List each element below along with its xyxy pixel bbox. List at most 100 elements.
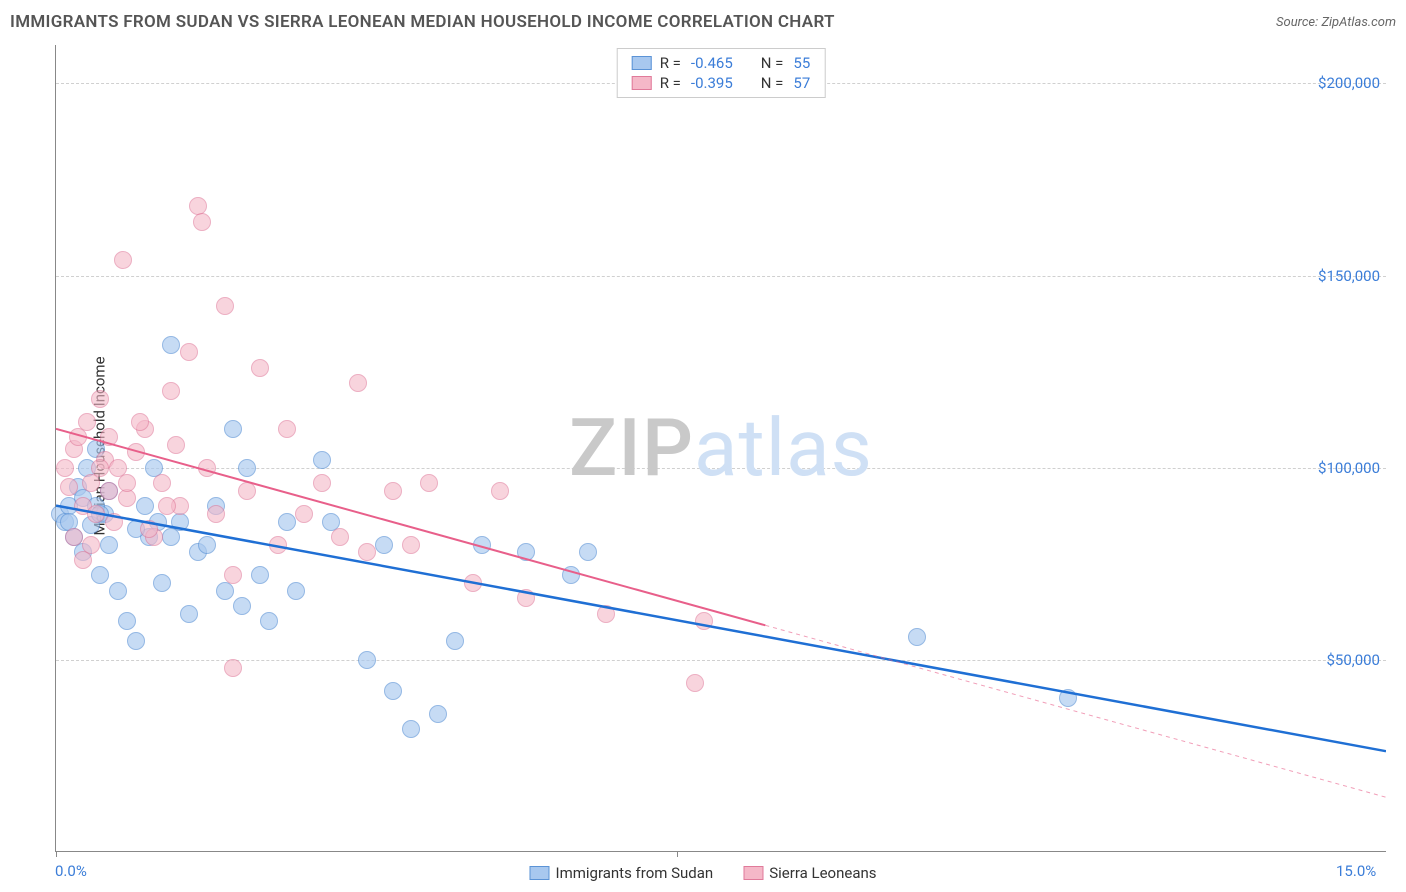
scatter-point <box>313 474 331 492</box>
y-tick-label: $200,000 <box>1318 74 1380 92</box>
scatter-point <box>198 536 216 554</box>
x-tick-label: 15.0% <box>1336 862 1376 880</box>
scatter-point <box>65 528 83 546</box>
scatter-point <box>180 605 198 623</box>
scatter-point <box>207 505 225 523</box>
correlation-legend-row: R = -0.465 N = 55 <box>632 53 811 73</box>
chart-header: IMMIGRANTS FROM SUDAN VS SIERRA LEONEAN … <box>10 8 1396 36</box>
scatter-point <box>313 451 331 469</box>
scatter-point <box>446 632 464 650</box>
scatter-point <box>579 543 597 561</box>
correlation-legend-row: R = -0.395 N = 57 <box>632 73 811 93</box>
scatter-point <box>131 413 149 431</box>
scatter-point <box>56 459 74 477</box>
scatter-point <box>597 605 615 623</box>
x-tick-label: 0.0% <box>55 862 87 880</box>
scatter-point <box>118 612 136 630</box>
scatter-point <box>158 497 176 515</box>
scatter-point <box>295 505 313 523</box>
scatter-point <box>127 443 145 461</box>
scatter-point <box>193 213 211 231</box>
scatter-point <box>87 505 105 523</box>
scatter-point <box>238 482 256 500</box>
x-tick-mark <box>56 851 57 857</box>
scatter-point <box>224 659 242 677</box>
series-label: Sierra Leoneans <box>769 864 876 882</box>
scatter-point <box>91 390 109 408</box>
scatter-point <box>278 420 296 438</box>
scatter-point <box>464 574 482 592</box>
series-legend-item: Sierra Leoneans <box>743 864 876 882</box>
scatter-point <box>473 536 491 554</box>
y-tick-label: $50,000 <box>1326 651 1380 669</box>
series-swatch <box>529 866 549 880</box>
scatter-point <box>60 478 78 496</box>
scatter-point <box>349 374 367 392</box>
scatter-point <box>358 651 376 669</box>
scatter-point <box>269 536 287 554</box>
scatter-point <box>384 682 402 700</box>
scatter-point <box>224 420 242 438</box>
scatter-point <box>180 343 198 361</box>
scatter-point <box>375 536 393 554</box>
scatter-point <box>162 336 180 354</box>
scatter-point <box>100 536 118 554</box>
scatter-point <box>216 582 234 600</box>
scatter-point <box>358 543 376 561</box>
series-legend: Immigrants from Sudan Sierra Leoneans <box>529 864 876 882</box>
scatter-point <box>1059 689 1077 707</box>
scatter-point <box>287 582 305 600</box>
scatter-point <box>109 582 127 600</box>
scatter-point <box>78 413 96 431</box>
scatter-point <box>114 251 132 269</box>
scatter-point <box>695 612 713 630</box>
x-tick-mark <box>677 851 678 857</box>
scatter-point <box>100 428 118 446</box>
series-swatch <box>632 56 652 70</box>
scatter-point <box>198 459 216 477</box>
scatter-point <box>91 566 109 584</box>
scatter-point <box>251 359 269 377</box>
scatter-point <box>216 297 234 315</box>
scatter-point <box>105 513 123 531</box>
scatter-point <box>224 566 242 584</box>
series-swatch <box>632 76 652 90</box>
series-legend-item: Immigrants from Sudan <box>529 864 713 882</box>
scatter-point <box>562 566 580 584</box>
scatter-point <box>100 482 118 500</box>
scatter-point <box>491 482 509 500</box>
scatter-point <box>127 632 145 650</box>
scatter-point <box>233 597 251 615</box>
scatter-point <box>167 436 185 454</box>
scatter-point <box>162 382 180 400</box>
scatter-point <box>260 612 278 630</box>
scatter-point <box>118 489 136 507</box>
correlation-legend: R = -0.465 N = 55 R = -0.395 N = 57 <box>617 48 826 98</box>
scatter-point <box>74 551 92 569</box>
scatter-point <box>69 428 87 446</box>
scatter-point <box>238 459 256 477</box>
scatter-point <box>384 482 402 500</box>
series-swatch <box>743 866 763 880</box>
scatter-point <box>278 513 296 531</box>
scatter-plot <box>56 45 1386 851</box>
scatter-point <box>153 474 171 492</box>
scatter-point <box>420 474 438 492</box>
scatter-point <box>153 574 171 592</box>
scatter-point <box>429 705 447 723</box>
scatter-point <box>118 474 136 492</box>
scatter-point <box>686 674 704 692</box>
scatter-point <box>517 589 535 607</box>
y-tick-label: $100,000 <box>1318 459 1380 477</box>
scatter-point <box>402 536 420 554</box>
scatter-point <box>908 628 926 646</box>
scatter-point <box>517 543 535 561</box>
series-label: Immigrants from Sudan <box>555 864 713 882</box>
scatter-point <box>402 720 420 738</box>
chart-title: IMMIGRANTS FROM SUDAN VS SIERRA LEONEAN … <box>10 12 835 32</box>
scatter-point <box>136 497 154 515</box>
chart-source: Source: ZipAtlas.com <box>1276 15 1396 30</box>
scatter-point <box>91 459 109 477</box>
scatter-point <box>82 474 100 492</box>
scatter-point <box>140 520 158 538</box>
